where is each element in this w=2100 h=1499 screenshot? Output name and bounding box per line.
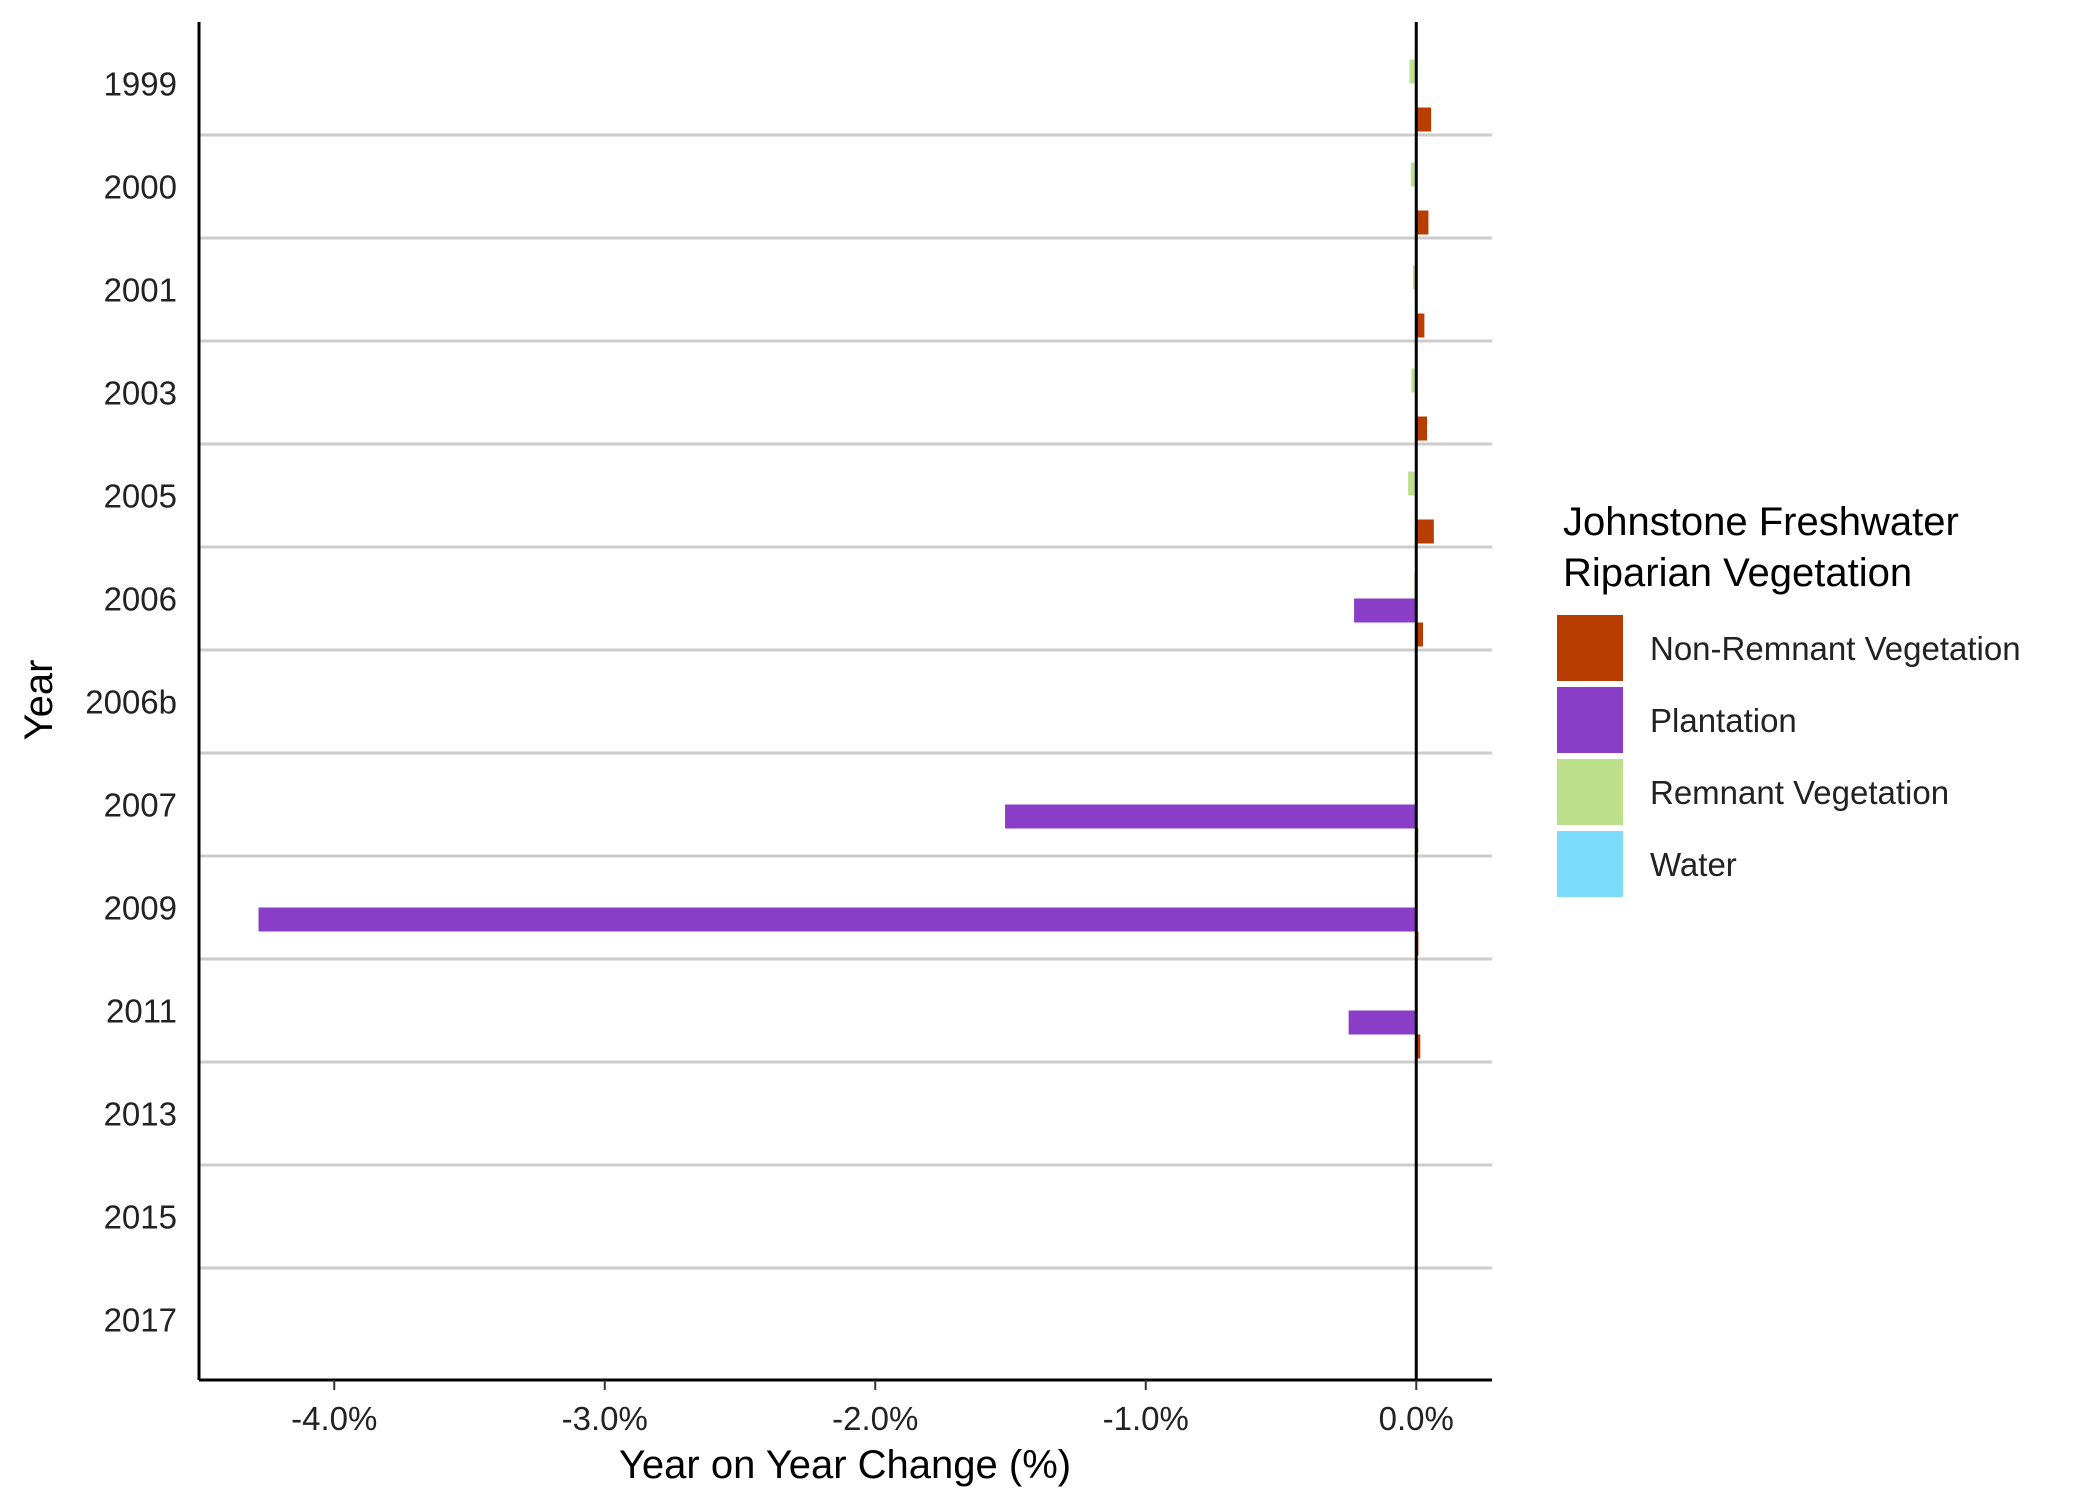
- bar-non-remnant-vegetation: [1416, 210, 1429, 235]
- bar-plantation: [258, 907, 1417, 932]
- legend-swatch: [1555, 613, 1625, 683]
- y-tick-label: 2005: [104, 478, 177, 515]
- y-tick-labels: 1999 2000 2001 2003 2005 2006 2006b 2007 2009 201…: [85, 66, 177, 1339]
- y-tick-label: 2001: [104, 272, 177, 309]
- legend-label: Remnant Vegetation: [1650, 774, 1949, 811]
- legend-swatch: [1555, 829, 1625, 899]
- y-tick-label: 2003: [104, 375, 177, 412]
- legend-swatch: [1555, 757, 1625, 827]
- y-tick-label: 2009: [104, 890, 177, 927]
- y-tick-label: 2006b: [85, 684, 177, 721]
- legend: Johnstone Freshwater Riparian Vegetation…: [1555, 500, 2021, 899]
- bar-plantation: [1354, 598, 1417, 623]
- y-tick-label: 2017: [104, 1302, 177, 1339]
- x-tick-label: -4.0%: [291, 1400, 377, 1437]
- bar-non-remnant-vegetation: [1416, 313, 1425, 338]
- legend-label: Non-Remnant Vegetation: [1650, 630, 2021, 667]
- bar-non-remnant-vegetation: [1416, 519, 1434, 544]
- y-tick-label: 2013: [104, 1096, 177, 1133]
- bar-remnant-vegetation: [1410, 162, 1417, 187]
- y-tick-label: 1999: [104, 66, 177, 103]
- bar-plantation: [1005, 804, 1417, 829]
- y-axis-title: Year: [17, 660, 61, 741]
- bar-non-remnant-vegetation: [1416, 622, 1424, 647]
- bar-plantation: [1348, 1010, 1417, 1035]
- gridlines: [199, 133, 1492, 1270]
- bar-non-remnant-vegetation: [1416, 107, 1432, 132]
- legend-label: Plantation: [1650, 702, 1797, 739]
- y-tick-label: 2011: [106, 993, 177, 1030]
- y-tick-label: 2006: [104, 581, 177, 618]
- bar-remnant-vegetation: [1411, 368, 1417, 393]
- x-axis-title: Year on Year Change (%): [619, 1443, 1071, 1487]
- legend-title-line1: Johnstone Freshwater: [1563, 500, 1959, 544]
- legend-swatch: [1555, 685, 1625, 755]
- x-tick-label: -1.0%: [1103, 1400, 1189, 1437]
- bar-non-remnant-vegetation: [1416, 416, 1428, 441]
- bar-non-remnant-vegetation: [1416, 1034, 1421, 1059]
- x-tick-label: -2.0%: [832, 1400, 918, 1437]
- bar-remnant-vegetation: [1408, 471, 1417, 496]
- axes: [197, 22, 1492, 1382]
- bars: [258, 59, 1434, 1059]
- x-tick-labels: -4.0% -3.0% -2.0% -1.0% 0.0%: [291, 1380, 1454, 1437]
- legend-label: Water: [1650, 846, 1737, 883]
- y-tick-label: 2015: [104, 1199, 177, 1236]
- x-tick-label: -3.0%: [562, 1400, 648, 1437]
- bar-remnant-vegetation: [1409, 59, 1417, 84]
- legend-title-line2: Riparian Vegetation: [1563, 551, 1912, 595]
- y-tick-label: 2007: [104, 787, 177, 824]
- bar-remnant-vegetation: [1413, 265, 1417, 290]
- x-tick-label: 0.0%: [1379, 1400, 1454, 1437]
- y-tick-label: 2000: [104, 169, 177, 206]
- legend-items: Non-Remnant Vegetation Plantation Remnant …: [1555, 613, 2021, 899]
